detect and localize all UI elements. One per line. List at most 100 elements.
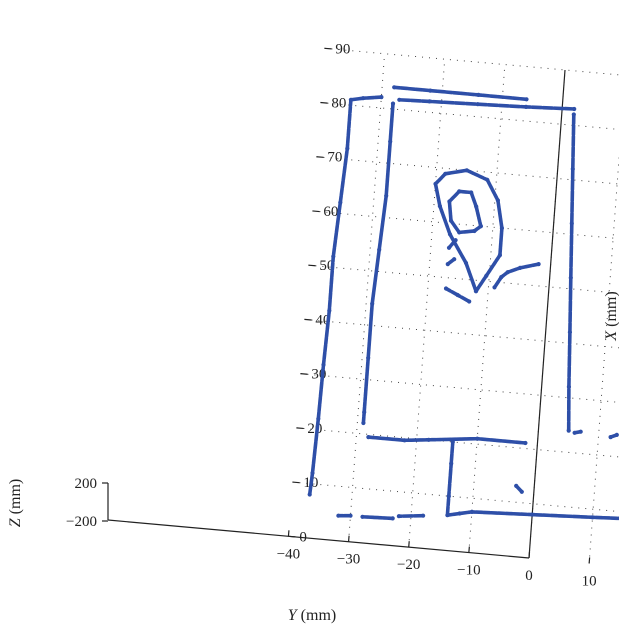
data-point bbox=[463, 260, 469, 266]
data-point bbox=[566, 384, 572, 389]
point-trace bbox=[433, 168, 504, 294]
trace-line bbox=[392, 85, 529, 102]
y-tick-mark bbox=[408, 541, 410, 548]
grid-line-x bbox=[324, 47, 619, 76]
z-tick-label: −200 bbox=[66, 514, 97, 530]
grid-line-x bbox=[292, 481, 619, 513]
data-point bbox=[336, 513, 341, 518]
x-tick-mark bbox=[320, 101, 328, 104]
y-tick-mark bbox=[287, 530, 290, 537]
data-point bbox=[316, 416, 321, 421]
y-tick-label: −30 bbox=[337, 552, 360, 568]
data-point bbox=[499, 275, 504, 280]
data-point bbox=[566, 428, 571, 433]
x-tick-label: 90 bbox=[335, 41, 350, 57]
data-point bbox=[499, 226, 504, 231]
data-points bbox=[307, 85, 619, 521]
y-tick-mark bbox=[347, 535, 350, 542]
x-tick-label: 80 bbox=[331, 96, 346, 112]
data-point bbox=[450, 439, 455, 445]
trace-line bbox=[447, 189, 483, 235]
data-point bbox=[514, 483, 519, 488]
data-point bbox=[397, 97, 402, 102]
x-tick-label: 60 bbox=[323, 204, 338, 220]
data-point bbox=[427, 99, 432, 104]
data-point bbox=[472, 228, 477, 234]
data-point bbox=[455, 292, 460, 298]
data-point bbox=[402, 438, 407, 443]
point-trace bbox=[514, 483, 524, 494]
y-tick-label: −20 bbox=[397, 557, 420, 573]
point-trace bbox=[445, 257, 457, 267]
point-trace bbox=[397, 97, 577, 112]
data-point bbox=[608, 435, 613, 440]
data-point bbox=[421, 513, 426, 518]
point-trace bbox=[336, 513, 353, 518]
data-point bbox=[426, 437, 431, 442]
data-point bbox=[478, 224, 483, 229]
data-point bbox=[572, 106, 577, 112]
data-point bbox=[445, 262, 450, 267]
data-point bbox=[331, 254, 336, 259]
data-point bbox=[518, 265, 523, 270]
grid-line-x bbox=[296, 427, 619, 458]
x-tick-mark bbox=[308, 264, 316, 267]
data-point bbox=[484, 273, 489, 278]
data-point bbox=[571, 112, 576, 117]
data-point bbox=[474, 204, 479, 209]
data-point bbox=[377, 247, 382, 252]
data-point bbox=[443, 286, 449, 291]
y-tick-label: 0 bbox=[525, 568, 533, 584]
point-trace bbox=[392, 85, 529, 102]
data-point bbox=[567, 330, 573, 335]
data-point bbox=[448, 218, 454, 223]
data-point bbox=[446, 494, 451, 499]
grid-line-x bbox=[320, 102, 619, 130]
grid-line-x bbox=[316, 156, 619, 185]
x-tick-mark bbox=[292, 481, 300, 484]
data-point bbox=[475, 102, 480, 107]
y-axis-line bbox=[107, 519, 530, 559]
data-point bbox=[469, 509, 474, 514]
x-tick-mark bbox=[304, 318, 312, 321]
point-trace bbox=[443, 286, 472, 304]
data-point bbox=[495, 198, 500, 203]
data-point bbox=[433, 181, 438, 186]
data-point bbox=[473, 289, 479, 294]
data-point bbox=[524, 97, 529, 102]
data-point bbox=[570, 166, 575, 172]
x-tick-mark bbox=[288, 535, 296, 538]
data-point bbox=[457, 189, 462, 194]
trace-line bbox=[360, 515, 395, 521]
x-tick-label: 70 bbox=[327, 150, 342, 166]
point-trace bbox=[608, 432, 619, 440]
x-axis-label: X (mm) bbox=[603, 291, 619, 341]
data-point bbox=[390, 101, 396, 106]
data-point bbox=[361, 420, 366, 426]
data-point bbox=[464, 168, 469, 173]
data-point bbox=[467, 299, 472, 304]
data-point bbox=[572, 430, 577, 435]
axes bbox=[107, 69, 566, 559]
point-trace bbox=[445, 439, 619, 521]
data-point bbox=[366, 355, 371, 360]
data-point bbox=[457, 511, 462, 516]
data-point bbox=[428, 88, 433, 93]
data-point bbox=[578, 429, 583, 434]
data-point bbox=[447, 199, 452, 204]
x-tick-mark bbox=[316, 156, 324, 158]
z-tick-label: 200 bbox=[75, 476, 98, 492]
y-axis-label: Y (mm) bbox=[288, 607, 336, 624]
x-tick-mark bbox=[300, 373, 308, 375]
y-tick-mark bbox=[588, 557, 591, 564]
point-trace bbox=[307, 95, 384, 497]
x-tick-label: 0 bbox=[299, 529, 307, 545]
data-point bbox=[321, 362, 326, 367]
grid-line-x bbox=[308, 264, 619, 294]
x-tick-mark bbox=[296, 427, 304, 430]
data-point bbox=[327, 308, 332, 313]
data-point bbox=[348, 97, 353, 102]
y-tick-label: −10 bbox=[457, 563, 480, 579]
data-point bbox=[449, 461, 454, 466]
